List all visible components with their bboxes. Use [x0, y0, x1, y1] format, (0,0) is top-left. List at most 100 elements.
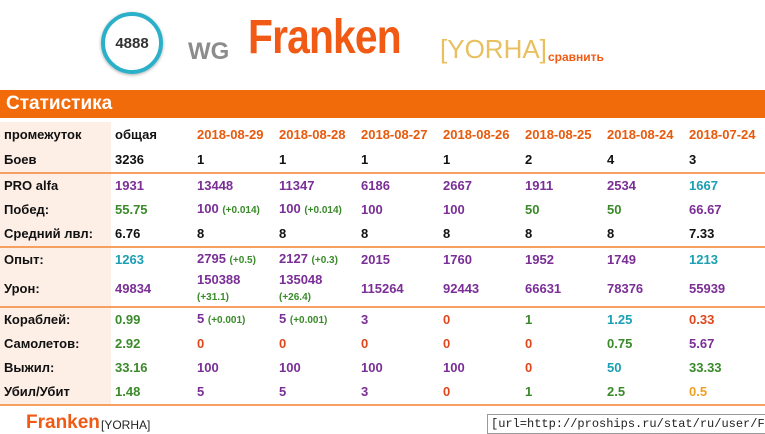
stat-cell: 1	[193, 148, 275, 174]
stat-cell: 66.67	[685, 198, 765, 222]
stat-value: 1.25	[607, 312, 633, 327]
header-cell: 2018-08-24	[607, 127, 674, 142]
row-label: Убил/Убит	[0, 380, 111, 406]
row-label: Боев	[0, 148, 111, 174]
stat-cell: 4	[603, 148, 685, 174]
stat-cell: 1213	[685, 247, 765, 272]
stat-row: Кораблей: 0.99 5 (+0.001) 5 (+0.001) 3 0 1 1.25…	[0, 307, 765, 332]
stat-cell: 2.92	[111, 332, 193, 356]
header-cell: общая	[115, 127, 157, 142]
stat-row: Урон: 49834 150388 (+31.1) 135048 (+26.4) 11…	[0, 272, 765, 308]
stat-cell: 1	[439, 148, 521, 174]
bbcode-field[interactable]: [url=http://proships.ru/stat/ru/user/F	[487, 414, 765, 434]
stat-cell: 6186	[357, 173, 439, 198]
row-label: Выжил:	[0, 356, 111, 380]
stat-value: 50	[607, 360, 622, 375]
compare-link[interactable]: сравнить	[548, 50, 604, 64]
stat-cell: 0	[439, 380, 521, 406]
stat-value: 1911	[525, 178, 554, 193]
row-label: Кораблей:	[0, 307, 111, 332]
stat-value: 150388	[197, 272, 241, 287]
stat-value: 2	[525, 152, 533, 167]
stat-delta: (+0.3)	[311, 255, 338, 266]
server-label: WG	[188, 38, 230, 65]
stat-cell: 0.75	[603, 332, 685, 356]
stat-cell: 11347	[275, 173, 357, 198]
stat-cell: 2.5	[603, 380, 685, 406]
stat-value: 78376	[607, 281, 644, 296]
stat-row: Самолетов: 2.92 0 0 0 0 0 0.75 5.67	[0, 332, 765, 356]
stat-row: Боев 3236 1 1 1 1 2 4 3	[0, 148, 765, 174]
stat-value: 8	[607, 226, 615, 241]
stat-value: 3	[361, 312, 369, 327]
stat-row: PRO alfa 1931 13448 11347 6186 2667 1911 2534 16…	[0, 173, 765, 198]
stat-value: 5	[279, 384, 287, 399]
stat-cell: 13448	[193, 173, 275, 198]
header-cell: 2018-08-28	[279, 127, 346, 142]
stat-value: 8	[443, 226, 451, 241]
stat-cell: 100	[193, 356, 275, 380]
stat-value: 2795	[197, 251, 226, 266]
stat-delta: (+0.001)	[289, 315, 328, 326]
stat-value: 1	[279, 152, 287, 167]
stat-value: 100	[443, 202, 465, 217]
stat-cell: 2534	[603, 173, 685, 198]
stat-cell: 50	[603, 198, 685, 222]
stat-cell: 100	[357, 198, 439, 222]
stat-cell: 2015	[357, 247, 439, 272]
stat-delta: (+26.4)	[279, 292, 311, 303]
stat-cell: 0	[439, 307, 521, 332]
stat-delta: (+0.014)	[304, 205, 342, 216]
stat-cell: 0	[275, 332, 357, 356]
stat-cell: 100	[439, 356, 521, 380]
stat-cell: 100	[357, 356, 439, 380]
stat-cell: 1667	[685, 173, 765, 198]
stat-value: 100	[197, 360, 219, 375]
stat-value: 100	[279, 360, 301, 375]
stat-cell: 115264	[357, 272, 439, 308]
stat-cell: 0	[357, 332, 439, 356]
stat-cell: 33.16	[111, 356, 193, 380]
row-label: Опыт:	[0, 247, 111, 272]
stat-cell: 50	[603, 356, 685, 380]
stat-cell: 66631	[521, 272, 603, 308]
stat-cell: 5 (+0.001)	[275, 307, 357, 332]
stat-cell: 1	[357, 148, 439, 174]
row-label: Побед:	[0, 198, 111, 222]
header-cell: 2018-07-24	[689, 127, 756, 142]
stat-cell: 100 (+0.014)	[275, 198, 357, 222]
stat-value: 4	[607, 152, 615, 167]
row-label: Самолетов:	[0, 332, 111, 356]
stat-value: 100	[279, 201, 301, 216]
stat-value: 92443	[443, 281, 480, 296]
stat-value: 5	[197, 311, 205, 326]
stat-cell: 0.33	[685, 307, 765, 332]
row-label: PRO alfa	[0, 173, 111, 198]
stat-cell: 135048 (+26.4)	[275, 272, 357, 308]
stat-cell: 2667	[439, 173, 521, 198]
stat-value: 100	[361, 360, 383, 375]
stat-cell: 92443	[439, 272, 521, 308]
row-label: Урон:	[0, 272, 111, 308]
stat-value: 66631	[525, 281, 562, 296]
stat-cell: 1.48	[111, 380, 193, 406]
stat-cell: 0.99	[111, 307, 193, 332]
stat-value: 1	[443, 152, 451, 167]
stat-row: Выжил: 33.16 100 100 100 100 0 50 33.33	[0, 356, 765, 380]
stat-cell: 3	[357, 380, 439, 406]
header-cell: промежуток	[0, 122, 111, 148]
stat-cell: 49834	[111, 272, 193, 308]
stat-value: 1.48	[115, 384, 141, 399]
stat-value: 1760	[443, 252, 472, 267]
stat-cell: 100	[439, 198, 521, 222]
stat-cell: 8	[357, 222, 439, 248]
stat-cell: 8	[603, 222, 685, 248]
stat-value: 8	[525, 226, 533, 241]
header-row: промежуток общая 2018-08-29 2018-08-28 2018-…	[0, 122, 765, 148]
stat-value: 3	[361, 384, 369, 399]
stat-cell: 150388 (+31.1)	[193, 272, 275, 308]
stat-cell: 2	[521, 148, 603, 174]
stat-cell: 1749	[603, 247, 685, 272]
stat-value: 5.67	[689, 336, 715, 351]
stat-value: 135048	[279, 272, 323, 287]
